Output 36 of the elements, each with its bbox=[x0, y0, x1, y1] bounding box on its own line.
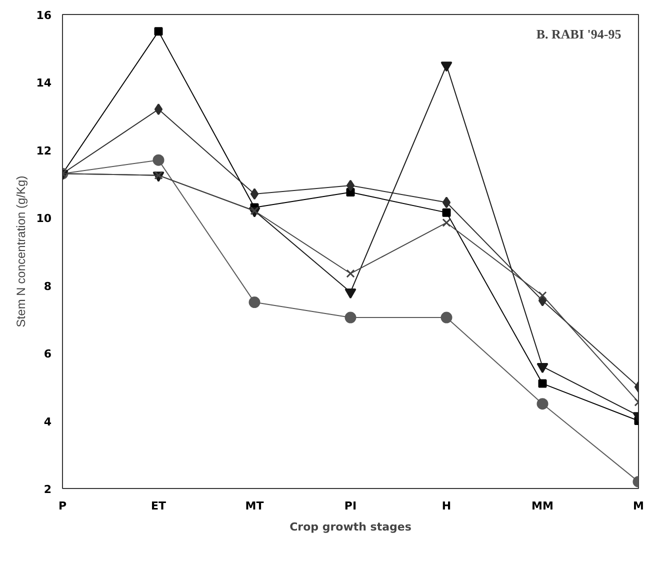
x-tick-label: M bbox=[633, 500, 644, 512]
y-tick-label: 4 bbox=[44, 415, 52, 428]
x-axis-title: Crop growth stages bbox=[290, 520, 412, 534]
point bbox=[344, 312, 356, 324]
point bbox=[442, 196, 451, 208]
y-tick-label: 14 bbox=[36, 76, 52, 90]
point bbox=[346, 269, 355, 278]
point bbox=[250, 188, 259, 200]
point bbox=[538, 379, 547, 388]
x-tick-label: MT bbox=[245, 500, 264, 512]
y-tick-label: 10 bbox=[36, 212, 52, 226]
x-tick-label: ET bbox=[150, 500, 167, 512]
point bbox=[440, 312, 452, 324]
y-tick-label: 6 bbox=[44, 348, 52, 361]
point bbox=[248, 296, 260, 308]
point bbox=[152, 154, 164, 166]
y-tick-label: 8 bbox=[44, 280, 52, 293]
y-tick-label: 12 bbox=[36, 144, 52, 158]
point bbox=[442, 218, 451, 228]
point bbox=[536, 398, 548, 410]
point bbox=[538, 291, 547, 300]
point bbox=[346, 180, 355, 192]
x-tick-label: PI bbox=[344, 500, 357, 512]
point bbox=[536, 362, 548, 374]
x-tick-label: H bbox=[442, 500, 452, 512]
x-tick-label: P bbox=[58, 500, 67, 512]
text: B. RABI '94-95 bbox=[536, 26, 622, 42]
point bbox=[440, 62, 452, 72]
y-tick-label: 16 bbox=[36, 9, 52, 22]
y-tick-label: 2 bbox=[44, 483, 52, 496]
point bbox=[154, 27, 163, 36]
y-axis-title: Stem N concentration (g/Kg) bbox=[14, 176, 28, 328]
point bbox=[154, 104, 163, 116]
point bbox=[442, 208, 451, 217]
x-tick-label: MM bbox=[532, 500, 554, 512]
point bbox=[344, 288, 356, 299]
